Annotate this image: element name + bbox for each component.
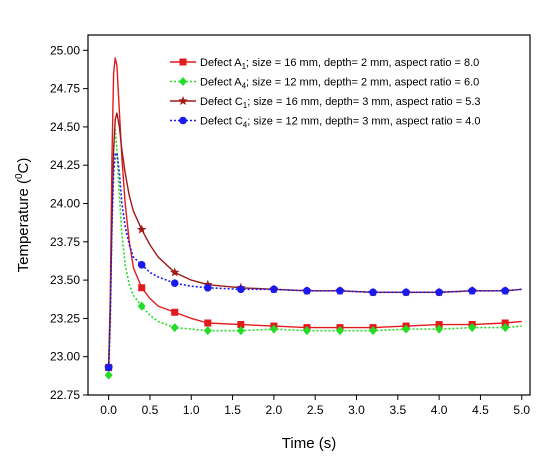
legend-label-pre: Defect A [200, 57, 242, 69]
series-marker [435, 324, 444, 334]
series-marker [104, 370, 113, 380]
legend-label: Defect A4; size = 12 mm, depth= 2 mm, as… [200, 77, 479, 91]
series-marker [137, 260, 146, 269]
series-marker [138, 284, 146, 292]
series-marker [236, 326, 245, 336]
x-tick-label: 0.0 [100, 403, 117, 417]
legend-label-pre: Defect A [200, 77, 242, 89]
legend-label-post: ; size = 16 mm, depth= 2 mm, aspect rati… [246, 57, 479, 69]
x-tick-label: 0.5 [142, 403, 159, 417]
y-tick-label: 23.00 [50, 350, 80, 364]
y-axis-title-pre: Temperature ( [15, 179, 32, 272]
legend-label: Defect A1; size = 16 mm, depth= 2 mm, as… [200, 57, 479, 71]
series-marker [501, 323, 510, 333]
legend-item-1: Defect A1; size = 16 mm, depth= 2 mm, as… [170, 57, 479, 71]
series-marker [369, 288, 377, 297]
series-line [107, 112, 522, 368]
x-tick-label: 3.5 [389, 403, 406, 417]
x-tick-label: 5.0 [513, 403, 530, 417]
x-axis-ticks: 0.0 0.5 1.0 1.5 2.0 2.5 3.0 3.5 4.0 4.5 5.0 [100, 395, 530, 417]
series-marker [137, 301, 146, 311]
x-tick-label: 2.5 [307, 403, 324, 417]
y-tick-label: 23.75 [50, 235, 80, 249]
y-tick-label: 24.75 [50, 82, 80, 96]
y-axis-ticks: 22.75 23.00 23.25 23.50 23.75 24.00 24.25 24.50… [50, 43, 88, 402]
series-3 [103, 112, 522, 372]
y-tick-label: 24.25 [50, 158, 80, 172]
series-marker [501, 319, 509, 327]
y-axis-title-post: C) [15, 158, 32, 174]
series-marker [171, 308, 179, 316]
series-marker [203, 326, 212, 336]
legend-label-post: ; size = 12 mm, depth= 3 mm, aspect rati… [247, 116, 480, 128]
series-marker [270, 285, 278, 294]
legend-marker [179, 77, 187, 86]
legend-item-2: Defect A4; size = 12 mm, depth= 2 mm, as… [170, 77, 479, 91]
series-layer [103, 57, 522, 380]
x-axis-title: Time (s) [282, 435, 336, 452]
series-marker [468, 287, 476, 295]
series-marker [237, 285, 245, 294]
y-tick-label: 23.25 [50, 311, 80, 325]
series-marker [237, 321, 245, 329]
legend-marker [179, 116, 187, 125]
series-line [107, 57, 522, 368]
legend-label: Defect C4; size = 12 mm, depth= 3 mm, as… [200, 116, 481, 130]
series-marker [501, 287, 510, 295]
legend-label: Defect C1; size = 16 mm, depth= 3 mm, as… [200, 96, 481, 110]
legend-item-3: Defect C1; size = 16 mm, depth= 3 mm, as… [170, 96, 481, 110]
series-marker [402, 288, 410, 297]
y-axis-title: Temperature (0C) [14, 158, 32, 273]
series-2 [104, 129, 522, 380]
x-tick-label: 4.0 [431, 403, 448, 417]
x-tick-label: 3.0 [348, 403, 365, 417]
series-marker [104, 363, 113, 372]
y-axis-title-sup: 0 [14, 173, 25, 179]
y-tick-label: 22.75 [50, 388, 80, 402]
series-marker [335, 326, 344, 336]
series-marker [136, 224, 147, 234]
x-tick-label: 2.0 [266, 403, 283, 417]
y-tick-label: 25.00 [50, 43, 80, 57]
x-tick-label: 4.5 [472, 403, 489, 417]
legend: Defect A1; size = 16 mm, depth= 2 mm, as… [170, 57, 481, 130]
series-marker [170, 279, 179, 287]
series-marker [468, 323, 477, 333]
series-marker [269, 324, 278, 334]
plot-frame [87, 34, 531, 396]
series-marker [203, 283, 212, 292]
series-marker [302, 326, 311, 336]
legend-label-sub: 1 [243, 101, 248, 110]
series-marker [204, 319, 212, 327]
legend-marker [178, 96, 188, 106]
series-marker [435, 288, 443, 297]
series-marker [336, 287, 344, 295]
series-line [107, 129, 522, 376]
series-line [107, 152, 522, 368]
legend-label-sub: 4 [242, 82, 247, 91]
series-marker [303, 287, 311, 295]
series-marker [435, 321, 443, 329]
legend-marker [179, 58, 187, 66]
y-tick-label: 24.00 [50, 197, 80, 211]
series-marker [402, 324, 411, 334]
series-4 [104, 152, 522, 372]
legend-label-sub: 1 [242, 62, 247, 71]
legend-item-4: Defect C4; size = 12 mm, depth= 3 mm, as… [170, 116, 481, 130]
series-marker [169, 267, 180, 277]
x-tick-label: 1.0 [183, 403, 200, 417]
series-marker [369, 326, 378, 336]
legend-label-post: ; size = 12 mm, depth= 2 mm, aspect rati… [246, 77, 479, 89]
y-tick-label: 24.50 [50, 120, 80, 134]
legend-label-sub: 4 [243, 121, 248, 130]
legend-label-pre: Defect C [200, 116, 243, 128]
legend-label-pre: Defect C [200, 96, 243, 108]
x-tick-label: 1.5 [224, 403, 241, 417]
series-marker [170, 323, 179, 333]
legend-label-post: ; size = 16 mm, depth= 3 mm, aspect rati… [247, 96, 480, 108]
y-tick-label: 23.50 [50, 273, 80, 287]
